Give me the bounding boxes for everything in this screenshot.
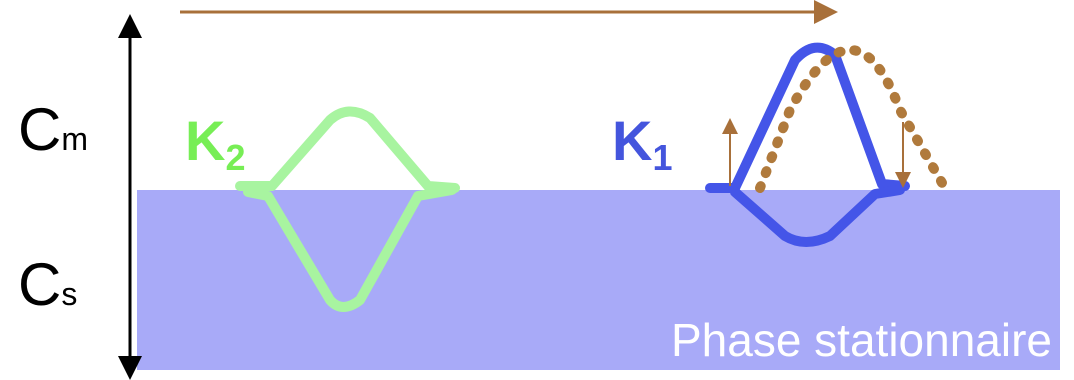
diagram: Cm Cs K2 K1 Phase stationnaire xyxy=(0,0,1074,380)
phase-label: Phase stationnaire xyxy=(671,314,1052,366)
cm-label: Cm xyxy=(18,96,88,163)
k1-label: K1 xyxy=(612,109,672,178)
k2-label: K2 xyxy=(185,109,245,178)
cs-label: Cs xyxy=(18,251,77,318)
